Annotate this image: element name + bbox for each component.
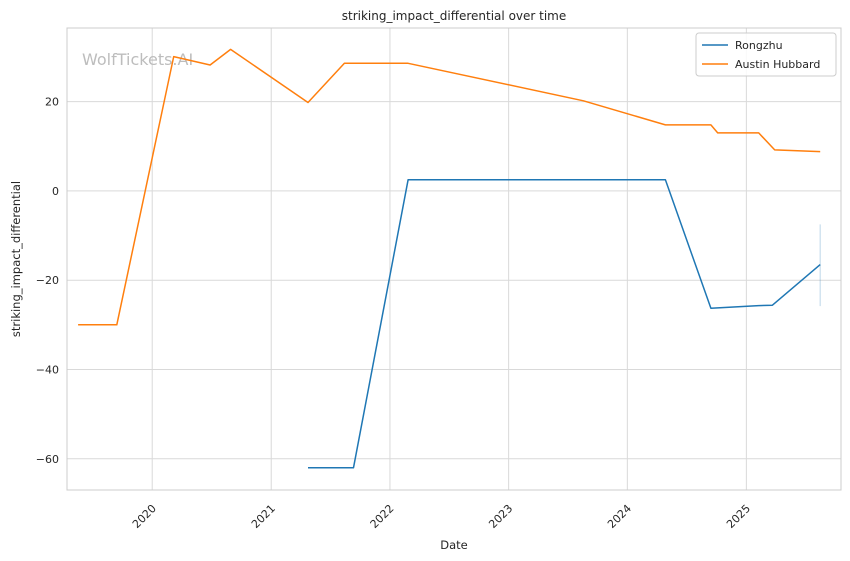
plot-border bbox=[66, 27, 842, 491]
series-line-rongzhu bbox=[308, 179, 821, 469]
x-tick-labels: 2020 2021 2022 2023 2024 2025 bbox=[130, 502, 753, 531]
y-tick-label: −60 bbox=[36, 453, 59, 466]
x-tick-label: 2020 bbox=[130, 502, 159, 531]
legend-box bbox=[695, 32, 837, 77]
x-tick-label: 2024 bbox=[605, 502, 634, 531]
plot-area bbox=[67, 28, 841, 490]
x-tick-label: 2022 bbox=[368, 502, 397, 531]
legend-label-rongzhu: Rongzhu bbox=[735, 39, 783, 52]
chart-title: striking_impact_differential over time bbox=[342, 9, 567, 23]
y-tick-label: 0 bbox=[52, 185, 59, 198]
legend: Rongzhu Austin Hubbard bbox=[695, 32, 837, 77]
legend-label-austin-hubbard: Austin Hubbard bbox=[735, 58, 820, 71]
x-axis-label: Date bbox=[440, 538, 468, 552]
x-tick-label: 2025 bbox=[724, 502, 753, 531]
series-line-austin-hubbard bbox=[78, 48, 821, 326]
y-tick-label: −40 bbox=[36, 363, 59, 376]
watermark: WolfTickets.AI bbox=[82, 50, 193, 69]
y-tick-label: −20 bbox=[36, 274, 59, 287]
y-tick-labels: −60 −40 −20 0 20 bbox=[36, 96, 59, 466]
y-tick-label: 20 bbox=[45, 96, 59, 109]
x-tick-label: 2023 bbox=[486, 502, 515, 531]
y-axis-label: striking_impact_differential bbox=[9, 181, 23, 337]
x-tick-label: 2021 bbox=[249, 502, 278, 531]
series-lines bbox=[78, 48, 821, 469]
grid bbox=[67, 28, 841, 490]
